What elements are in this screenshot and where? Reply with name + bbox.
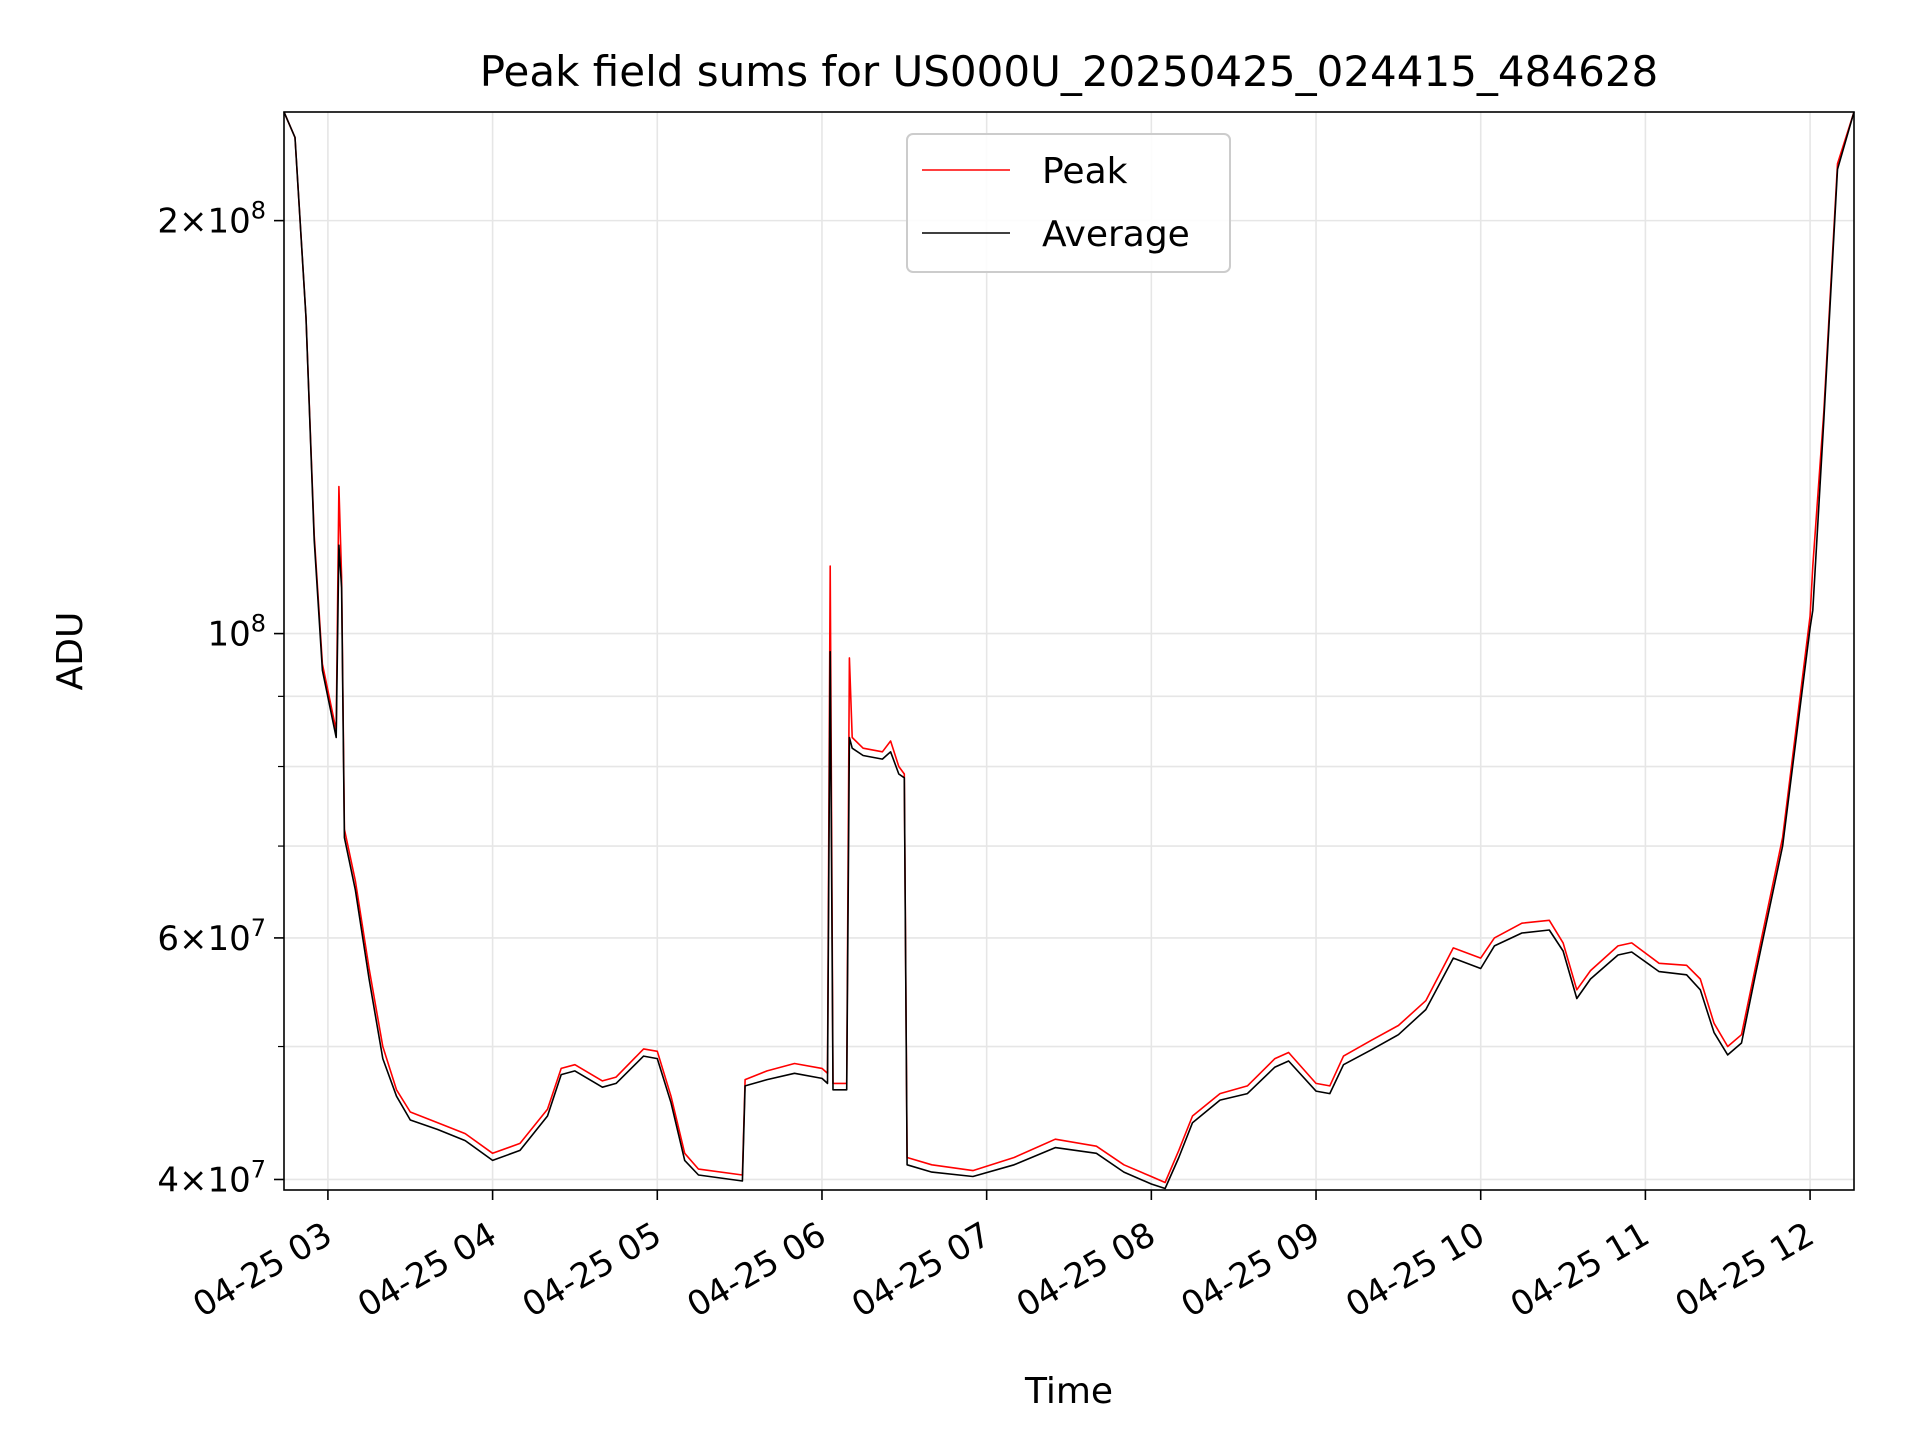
chart-title: Peak field sums for US000U_20250425_0244… [480, 47, 1659, 96]
legend-average-label: Average [1042, 214, 1190, 255]
y-tick-exponent: 7 [251, 1155, 266, 1183]
plot-frame [283, 111, 1855, 1191]
series-line-average [283, 111, 1855, 1190]
y-tick-label: 108 [207, 610, 266, 655]
y-tick-label: 2×108 [157, 197, 266, 242]
y-tick-exponent: 8 [251, 610, 266, 638]
y-tick-exponent: 7 [251, 914, 266, 942]
plot-lines [283, 111, 1855, 1190]
y-tick-mantissa: 6×10 [157, 919, 250, 959]
legend-peak-label: Peak [1042, 151, 1128, 192]
y-tick-exponent: 8 [251, 197, 266, 225]
y-tick-mantissa: 2×10 [157, 202, 250, 242]
y-tick-base: 10 [207, 615, 250, 655]
y-tick-mantissa: 4×10 [157, 1160, 250, 1200]
y-axis-label: ADU [50, 612, 91, 691]
x-axis-label: Time [1024, 1371, 1113, 1412]
y-tick-label: 4×107 [157, 1155, 266, 1200]
y-tick-label: 6×107 [157, 914, 266, 959]
legend-box [906, 133, 1231, 273]
legend: Peak Average [906, 133, 1231, 273]
